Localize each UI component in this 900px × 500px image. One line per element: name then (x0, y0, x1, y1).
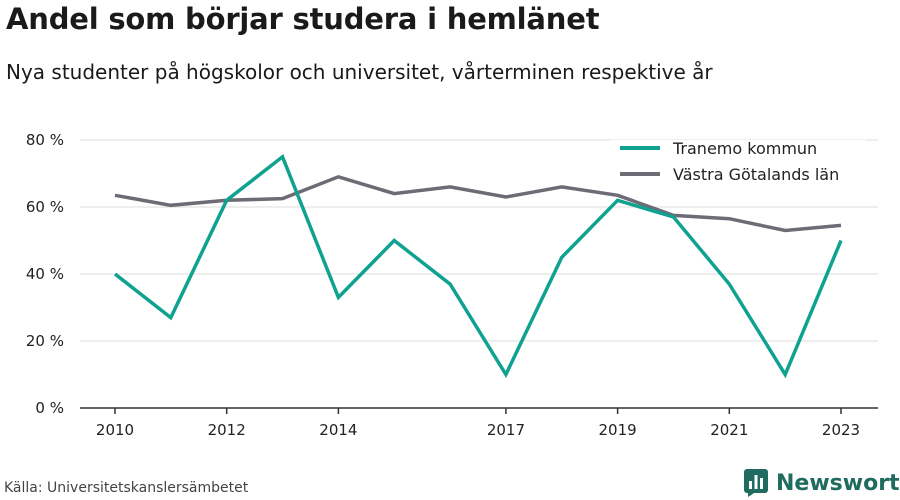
x-tick-label: 2010 (96, 421, 134, 439)
x-tick-label: 2023 (822, 421, 860, 439)
chart-title: Andel som börjar studera i hemlänet (6, 2, 600, 36)
y-tick-label: 40 % (26, 265, 64, 283)
legend-background (610, 140, 866, 164)
legend-label: Västra Götalands län (673, 165, 839, 184)
x-tick-label: 2019 (599, 421, 637, 439)
y-tick-label: 20 % (26, 332, 64, 350)
series-line-2 (114, 174, 842, 233)
legend-label: Tranemo kommun (672, 139, 817, 158)
brand-logo: Newsworthy (744, 468, 900, 498)
y-tick-label: 0 % (35, 399, 64, 417)
legend-background (610, 166, 866, 190)
series-line-1 (113, 153, 843, 379)
source-note: Källa: Universitetskanslersämbetet (4, 480, 249, 496)
brand-name: Newsworthy (776, 470, 900, 496)
line-chart: 0 % 20 % 40 % 60 % 80 % 2010 2012 2014 2017 2019 2… (26, 131, 878, 439)
x-tick-label: 2017 (487, 421, 525, 439)
chart-subtitle: Nya studenter på högskolor och universit… (6, 60, 713, 84)
newsworthy-logo-icon (744, 469, 768, 497)
x-tick-label: 2021 (710, 421, 748, 439)
x-tick-label: 2012 (208, 421, 246, 439)
x-tick-label: 2014 (319, 421, 357, 439)
y-tick-label: 80 % (26, 131, 64, 149)
y-tick-label: 60 % (26, 198, 64, 216)
